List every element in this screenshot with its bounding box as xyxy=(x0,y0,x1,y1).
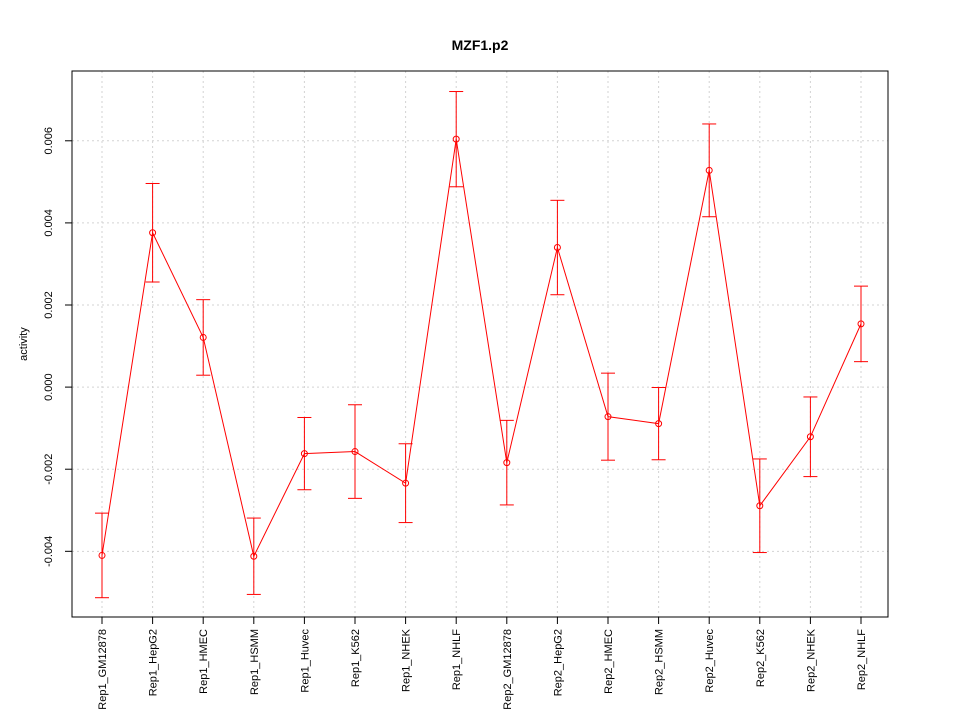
data-point xyxy=(452,135,460,143)
data-point xyxy=(199,333,207,341)
y-tick-label: 0.006 xyxy=(43,127,55,155)
x-tick-label: Rep1_HSMM xyxy=(249,629,261,695)
x-tick-label: Rep2_NHEK xyxy=(805,628,817,692)
x-tick-label: Rep1_K562 xyxy=(350,629,362,687)
data-point xyxy=(604,413,612,421)
x-tick-label: Rep1_NHLF xyxy=(451,629,463,690)
data-point xyxy=(806,433,814,441)
data-point xyxy=(705,166,713,174)
plot-box xyxy=(71,70,889,618)
x-tick-label: Rep1_HMEC xyxy=(198,629,210,694)
y-axis: -0.004 -0.002 0.000 0.002 0.004 0.006 xyxy=(43,127,72,567)
y-tick-label: -0.002 xyxy=(43,454,55,485)
data-point xyxy=(98,551,106,559)
y-tick-label: 0.004 xyxy=(43,209,55,237)
y-tick-label: -0.004 xyxy=(43,536,55,567)
series xyxy=(95,91,868,599)
x-axis: Rep1_GM12878 Rep1_HepG2 Rep1_HMEC Rep1_HSMM… xyxy=(97,617,868,710)
x-tick-label: Rep1_Huvec xyxy=(299,629,311,693)
x-tick-label: Rep2_K562 xyxy=(755,629,767,687)
data-point xyxy=(402,479,410,487)
data-point xyxy=(553,244,561,252)
x-tick-label: Rep2_HSMM xyxy=(654,629,666,695)
x-tick-label: Rep1_HepG2 xyxy=(148,629,160,696)
data-point xyxy=(250,552,258,560)
series-line xyxy=(101,139,862,558)
x-tick-label: Rep2_GM12878 xyxy=(502,629,514,710)
x-tick-label: Rep1_NHEK xyxy=(401,628,413,692)
chart-title: MZF1.p2 xyxy=(452,37,509,53)
grid xyxy=(72,71,888,617)
data-point xyxy=(857,320,865,328)
y-tick-label: 0.000 xyxy=(43,373,55,401)
data-point xyxy=(503,459,511,467)
x-tick-label: Rep2_Huvec xyxy=(704,629,716,693)
data-point xyxy=(351,448,359,456)
x-tick-label: Rep2_HepG2 xyxy=(552,629,564,696)
y-axis-label: activity xyxy=(18,327,30,361)
x-tick-label: Rep2_HMEC xyxy=(603,629,615,694)
x-tick-label: Rep1_GM12878 xyxy=(97,629,109,710)
x-tick-label: Rep2_NHLF xyxy=(856,629,868,690)
data-point xyxy=(300,450,308,458)
data-point xyxy=(655,420,663,428)
data-point xyxy=(149,229,157,237)
data-point xyxy=(756,502,764,510)
y-tick-label: 0.002 xyxy=(43,291,55,319)
